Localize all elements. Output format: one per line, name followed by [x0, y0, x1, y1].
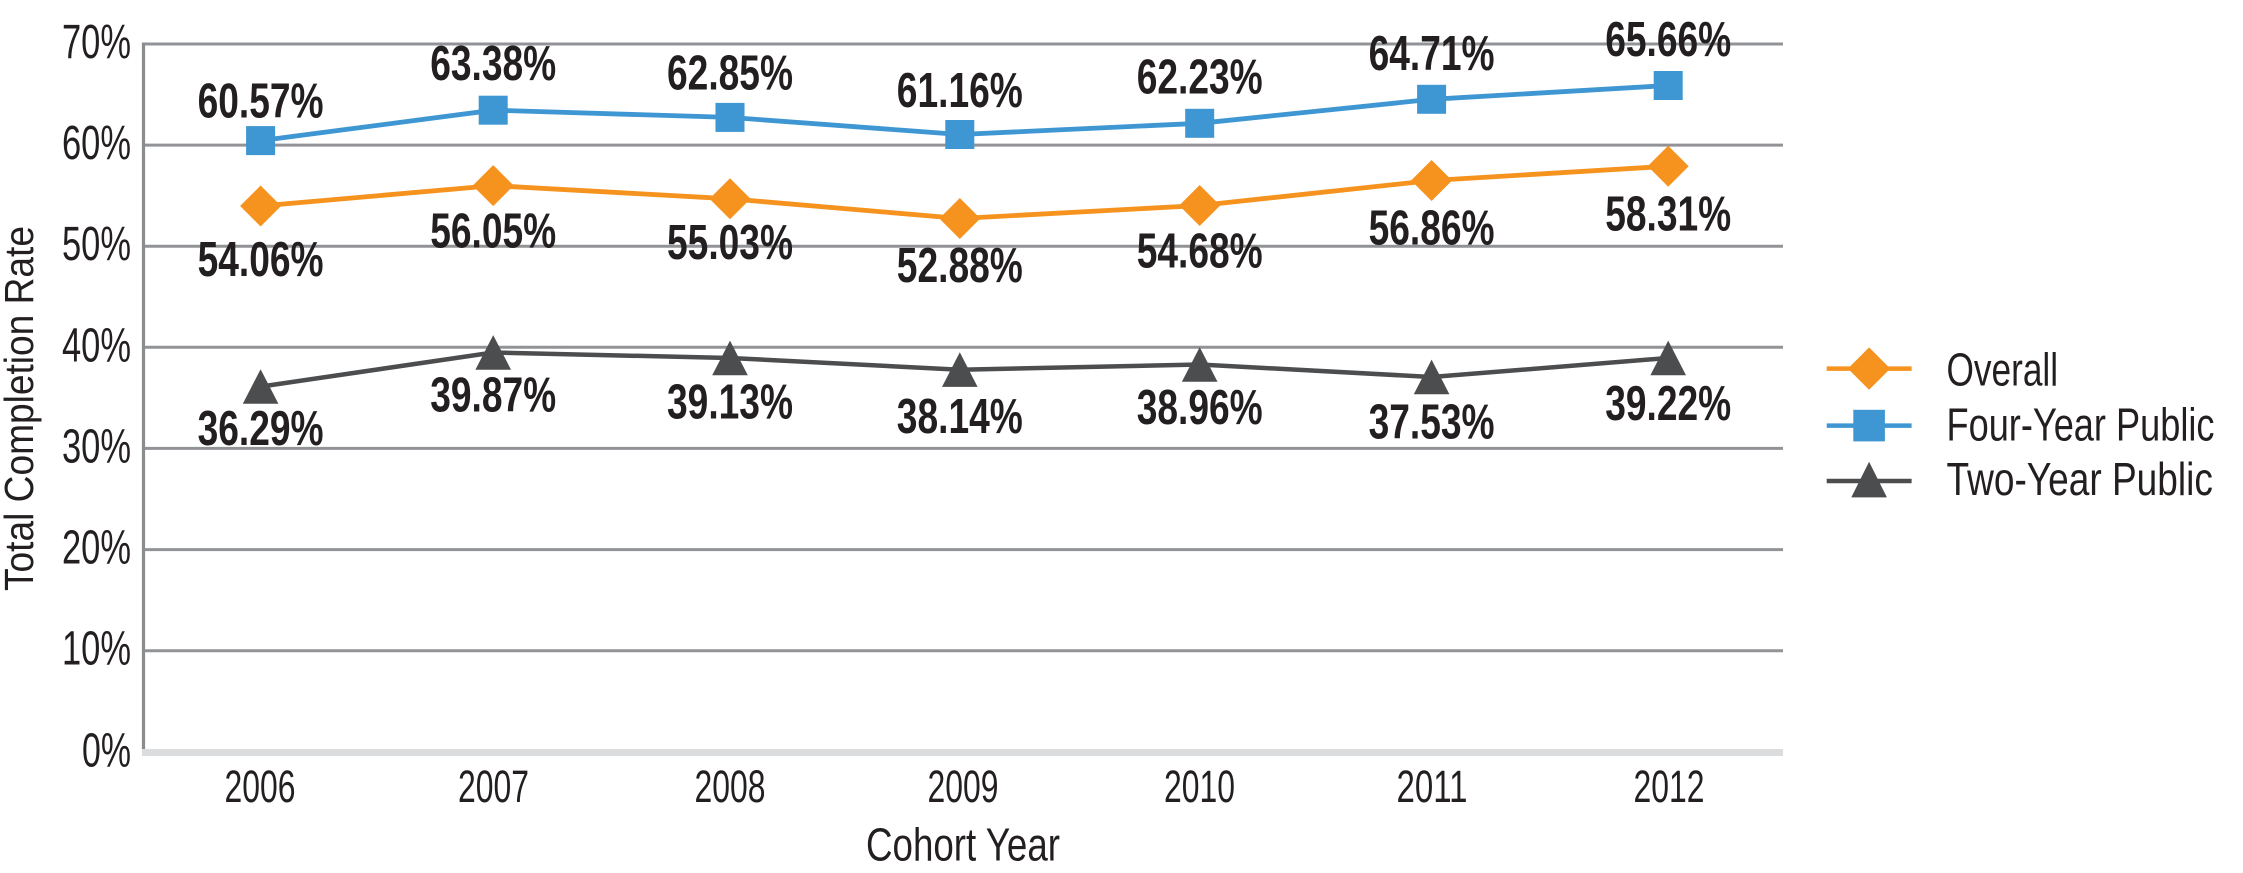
svg-text:30%: 30% — [62, 419, 131, 473]
svg-text:62.85%: 62.85% — [667, 45, 793, 100]
svg-text:62.23%: 62.23% — [1137, 50, 1263, 105]
svg-text:2011: 2011 — [1397, 761, 1468, 812]
svg-text:70%: 70% — [62, 15, 131, 69]
svg-text:38.14%: 38.14% — [897, 389, 1023, 444]
svg-text:38.96%: 38.96% — [1137, 380, 1263, 435]
svg-text:40%: 40% — [62, 318, 131, 372]
svg-text:54.68%: 54.68% — [1137, 224, 1263, 279]
svg-text:63.38%: 63.38% — [430, 36, 556, 91]
svg-text:50%: 50% — [62, 217, 131, 271]
svg-text:2007: 2007 — [458, 761, 529, 812]
svg-text:58.31%: 58.31% — [1605, 187, 1731, 242]
svg-text:0%: 0% — [82, 724, 131, 778]
svg-text:54.06%: 54.06% — [198, 232, 324, 287]
svg-text:Cohort Year: Cohort Year — [866, 818, 1060, 870]
svg-text:55.03%: 55.03% — [667, 215, 793, 270]
svg-text:2009: 2009 — [928, 761, 999, 812]
svg-text:2008: 2008 — [695, 761, 766, 812]
svg-text:Two-Year Public: Two-Year Public — [1947, 453, 2213, 505]
svg-text:Overall: Overall — [1947, 343, 2059, 395]
svg-text:56.86%: 56.86% — [1369, 201, 1495, 256]
svg-text:39.13%: 39.13% — [667, 375, 793, 430]
svg-text:39.87%: 39.87% — [430, 367, 556, 422]
svg-text:60.57%: 60.57% — [198, 73, 324, 128]
svg-text:52.88%: 52.88% — [897, 238, 1023, 293]
svg-text:2006: 2006 — [225, 761, 296, 812]
svg-text:36.29%: 36.29% — [198, 401, 324, 456]
svg-text:65.66%: 65.66% — [1605, 12, 1731, 67]
svg-text:56.05%: 56.05% — [430, 204, 556, 259]
svg-text:10%: 10% — [62, 622, 131, 676]
svg-text:20%: 20% — [62, 521, 131, 575]
svg-text:Total Completion Rate: Total Completion Rate — [0, 226, 42, 591]
svg-text:61.16%: 61.16% — [897, 63, 1023, 118]
svg-text:64.71%: 64.71% — [1369, 26, 1495, 81]
svg-text:2010: 2010 — [1164, 761, 1235, 812]
svg-text:37.53%: 37.53% — [1369, 395, 1495, 450]
svg-text:39.22%: 39.22% — [1605, 376, 1731, 431]
svg-text:Four-Year Public: Four-Year Public — [1947, 399, 2215, 451]
svg-text:2012: 2012 — [1634, 761, 1705, 812]
svg-text:60%: 60% — [62, 116, 131, 170]
